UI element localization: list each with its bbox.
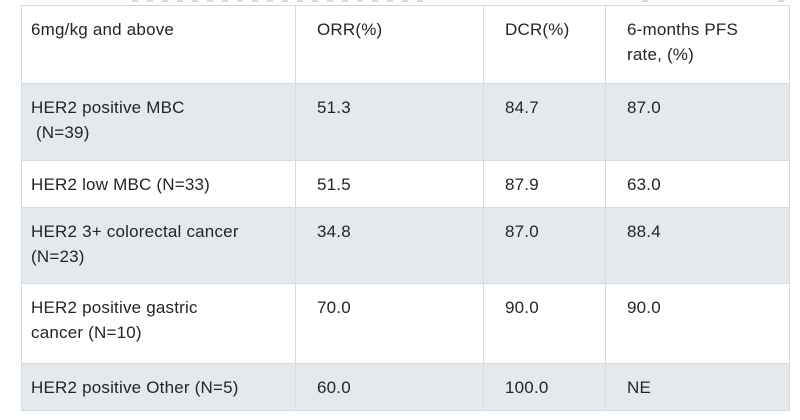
orr-cell: 60.0 [295,363,484,411]
efficacy-results-table: 6mg/kg and above ORR(%) DCR(%) 6-months … [21,5,790,411]
pfs-cell: 63.0 [605,160,790,208]
cohort-cell: HER2 positive Other (N=5) [21,363,296,411]
cohort-cell: HER2 3+ colorectal cancer (N=23) [21,207,296,284]
dcr-cell: 87.0 [483,207,606,284]
column-header-orr: ORR(%) [295,5,484,84]
header-row: 6mg/kg and above ORR(%) DCR(%) 6-months … [21,5,790,84]
cropped-text-remnant [778,0,790,2]
table-row: HER2 3+ colorectal cancer (N=23) 34.8 87… [21,207,790,284]
cropped-text-remnant [132,0,427,2]
orr-cell: 34.8 [295,207,484,284]
table-row: HER2 positive MBC (N=39) 51.3 84.7 87.0 [21,83,790,161]
pfs-cell: 87.0 [605,83,790,161]
column-header-pfs: 6-months PFS rate, (%) [605,5,790,84]
table-row: HER2 positive Other (N=5) 60.0 100.0 NE [21,363,790,411]
table-row: HER2 low MBC (N=33) 51.5 87.9 63.0 [21,160,790,208]
pfs-cell: 88.4 [605,207,790,284]
dcr-cell: 87.9 [483,160,606,208]
dcr-cell: 84.7 [483,83,606,161]
pfs-cell: NE [605,363,790,411]
dcr-cell: 90.0 [483,283,606,364]
orr-cell: 51.3 [295,83,484,161]
pfs-cell: 90.0 [605,283,790,364]
column-header-dose-cohort: 6mg/kg and above [21,5,296,84]
cohort-cell: HER2 positive MBC (N=39) [21,83,296,161]
dcr-cell: 100.0 [483,363,606,411]
orr-cell: 51.5 [295,160,484,208]
cohort-cell: HER2 positive gastric cancer (N=10) [21,283,296,364]
orr-cell: 70.0 [295,283,484,364]
cohort-cell: HER2 low MBC (N=33) [21,160,296,208]
table-row: HER2 positive gastric cancer (N=10) 70.0… [21,283,790,364]
column-header-dcr: DCR(%) [483,5,606,84]
cropped-text-remnant [642,0,656,2]
